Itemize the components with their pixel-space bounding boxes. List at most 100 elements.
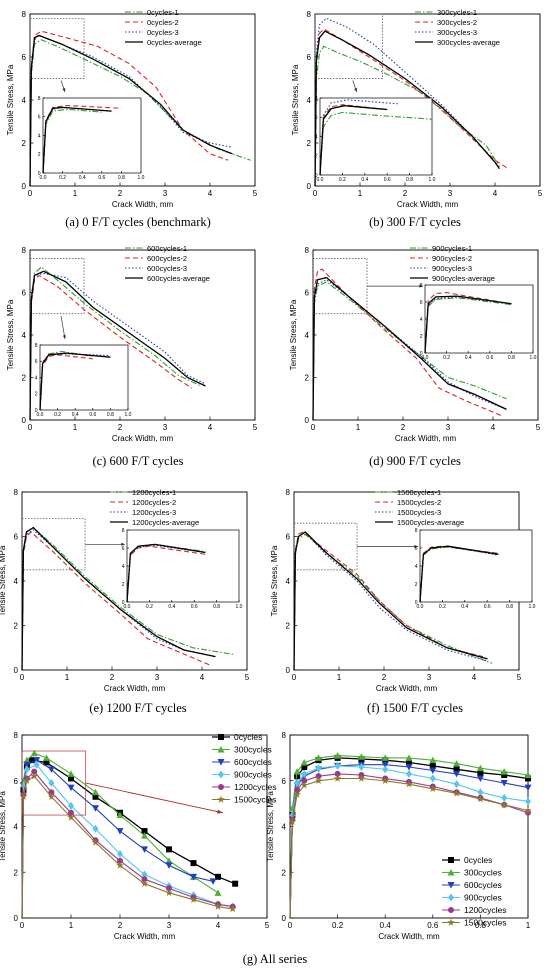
chart-c-inset-xtick-label-3: 0.6 [89,412,96,418]
chart-e-inset: 0.0 0.2 0.4 0.6 0.8 1.0 0 2 4 6 8 [122,528,243,610]
chart-e-ytick-label-0: 0 [14,666,19,675]
chart-g1-point-4-9 [166,885,172,892]
chart-b-inset-ytick-label-1: 2 [315,154,318,160]
chart-c-inset-ytick-label-0: 0 [35,408,38,414]
chart-f-ytick-label-1: 2 [286,622,291,631]
chart-g1-point-2-9 [165,862,173,869]
chart-g2-x-axis-label: Crack Width, mm [378,932,440,941]
chart-a-inset-xtick-label-3: 0.6 [98,175,105,181]
chart-e-inset-xtick-label-0: 0.0 [124,604,131,610]
chart-c-inset-series-line-1 [39,354,93,411]
chart-f-x-axis-label: Crack Width, mm [376,684,438,693]
chart-e-inset-series-line-1 [126,545,206,603]
chart-b-inset-xtick-label-1: 0.2 [339,177,346,183]
chart-f-zoom-region [293,522,358,571]
chart-b-legend-label-2: 300cycles-3 [437,28,477,37]
chart-g2-point-2-8 [405,764,413,771]
chart-e-xtick-label-2: 2 [110,673,115,682]
chart-g2-point-5-7 [381,776,389,784]
chart-a-inset-ytick-label-3: 6 [38,115,41,121]
chart-g2-point-0-2 [294,773,301,780]
chart-g1-point-3-6 [92,824,99,833]
chart-e-inset-series-line-3 [126,543,206,603]
chart-e-ytick-label-3: 6 [14,533,19,542]
chart-g1-point-5-12 [228,904,237,913]
chart-d-legend-label-0: 900cycles-1 [432,244,472,253]
chart-c-ytick-label-1: 2 [22,374,27,383]
chart-d-inset-xtick-label-1: 0.2 [443,355,450,361]
chart-g2-point-3-10 [453,780,460,789]
chart-c-zoom-region [29,258,85,315]
chart-d-inset-plot-frame [424,284,534,354]
chart-g1-point-5-7 [116,861,124,869]
chart-d-y-axis-label: Tensile Stress, MPa [289,299,298,370]
chart-g1-point-1-5 [67,770,75,777]
chart-d-inset-xtick-label-0: 0.0 [422,355,429,361]
chart-e-zoom-arrowhead [121,542,125,546]
chart-g1-point-5-2 [23,776,31,784]
chart-d-inset-ytick-label-3: 6 [420,300,423,306]
chart-e-xtick-label-5: 5 [245,673,250,682]
chart-g2-point-4-4 [315,773,322,780]
chart-g2-xtick-label-3: 0.6 [427,921,439,930]
chart-g2-point-0-9 [429,762,436,769]
chart-b-ytick-label-0: 0 [307,182,312,191]
chart-d-xtick-label-1: 1 [356,423,361,432]
chart-d-inset: 0.0 0.2 0.4 0.6 0.8 1.0 0 2 4 6 8 [420,283,537,361]
chart-c: 0 1 2 3 4 5 0 2 4 6 8 Crack Width, mm Tensile Stress… [6,244,258,443]
chart-f-ytick-label-0: 0 [286,666,291,675]
chart-d-inset-xtick-label-4: 0.8 [508,355,515,361]
chart-a-ytick-label-3: 6 [22,53,27,62]
chart-g1-point-1-8 [141,832,148,839]
chart-f-inset-ytick-label-3: 6 [415,546,418,552]
chart-c-legend-label-0: 600cycles-1 [147,244,187,253]
chart-g2-ytick-label-3: 6 [282,777,287,786]
chart-g2-point-5-13 [524,806,532,814]
chart-f-ytick-label-2: 4 [286,577,291,586]
chart-g1-legend-label-1: 300cycles [234,745,272,755]
chart-g1-point-2-5 [67,784,75,792]
chart-g2-point-4-3 [301,777,308,784]
chart-g1-point-0-4 [43,759,50,766]
chart-e-inset-xtick-label-5: 1.0 [236,604,243,610]
chart-g1-ytick-label-2: 4 [14,823,19,832]
chart-f-series-line-2 [293,531,488,671]
chart-g2-legend-marker-5 [447,918,455,926]
chart-g2-xtick-label-5: 1 [526,921,531,930]
chart-g1-point-0-8 [141,828,148,835]
chart-g2-legend-marker-0 [448,857,454,863]
chart-g1-ytick-label-0: 0 [14,914,19,923]
chart-e-zoom-region [21,518,86,571]
chart-b-xtick-label-5: 5 [538,189,543,198]
chart-g1-xtick-label-1: 1 [69,921,74,930]
chart-d-ytick-label-2: 4 [305,331,310,340]
chart-g2-legend-marker-1 [447,869,455,876]
chart-c-xtick-label-3: 3 [163,423,168,432]
chart-c-ytick-label-4: 8 [22,246,27,255]
chart-c-xtick-label-0: 0 [28,423,33,432]
chart-g1-point-3-4 [48,779,55,788]
chart-g2-xtick-label-1: 0.2 [332,921,344,930]
chart-b-inset-xtick-label-0: 0.0 [317,177,324,183]
chart-f-xtick-label-1: 1 [337,673,342,682]
chart-e-inset-ytick-label-2: 4 [122,564,125,570]
chart-g2-point-1-5 [334,752,342,759]
chart-g1-point-3-5 [68,801,74,810]
chart-a: 0 1 2 3 4 5 0 2 4 6 8 Crack Width, mm Tensile Stress… [6,8,258,209]
chart-c-inset-xtick-label-0: 0.0 [37,412,44,418]
chart-a-inset-xtick-label-4: 0.8 [118,175,125,181]
chart-f-inset-xtick-label-4: 0.8 [506,604,513,610]
chart-d-ytick-label-1: 2 [305,374,310,383]
chart-g1: 0 1 2 3 4 5 0 2 4 6 8 Crack Width, mm Tensile Stress… [0,731,277,941]
chart-g1-zoom-arrow [85,782,223,814]
chart-g1-xtick-label-4: 4 [216,921,221,930]
chart-f-xtick-label-4: 4 [472,673,477,682]
chart-g2-ytick-label-4: 8 [282,731,287,740]
chart-d-x-axis-label: Crack Width, mm [395,434,457,443]
chart-g1-point-1-2 [23,756,31,764]
chart-g1-point-0-5 [68,775,74,782]
chart-a-series-line-2 [29,34,233,187]
chart-f-inset-xtick-label-3: 0.6 [484,604,491,610]
chart-f-inset-xtick-label-5: 1.0 [529,604,536,610]
